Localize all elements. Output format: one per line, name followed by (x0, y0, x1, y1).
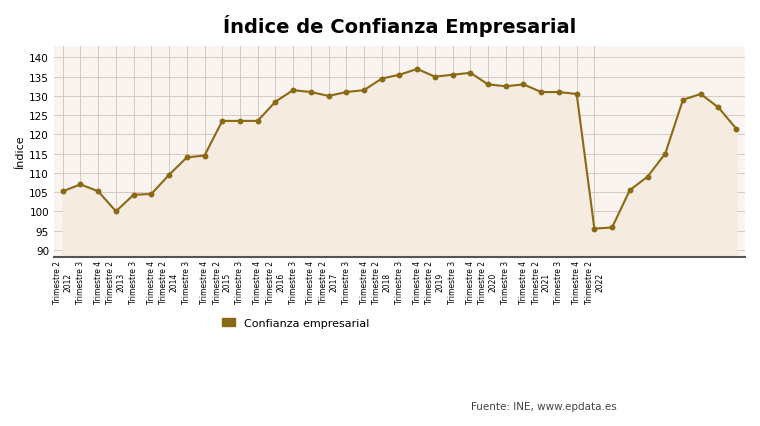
Point (305, 89, 317, 96)
Point (340, 89, 353, 96)
Text: Fuente: INE, www.epdata.es: Fuente: INE, www.epdata.es (471, 401, 617, 411)
Point (553, 89, 565, 96)
Point (659, 151, 671, 158)
Point (429, 74, 441, 81)
Point (464, 70, 477, 77)
Point (730, 126, 743, 132)
Point (447, 72, 459, 79)
Point (128, 192, 140, 199)
Point (181, 155, 193, 161)
Point (74, 181, 87, 188)
Point (163, 172, 175, 179)
Point (57, 188, 69, 195)
Point (695, 91, 707, 98)
Point (535, 89, 547, 96)
Point (499, 83, 511, 90)
Point (712, 105, 724, 112)
Point (394, 72, 406, 79)
Point (252, 118, 264, 125)
Legend: Confianza empresarial: Confianza empresarial (217, 314, 374, 333)
Point (198, 153, 211, 160)
Title: Índice de Confianza Empresarial: Índice de Confianza Empresarial (223, 15, 576, 37)
Point (677, 97, 689, 104)
Point (234, 118, 246, 125)
Point (624, 187, 636, 194)
Point (588, 226, 600, 233)
Y-axis label: Índice: Índice (15, 135, 25, 169)
Point (287, 87, 299, 94)
Point (518, 82, 530, 89)
Point (375, 76, 388, 83)
Point (269, 99, 281, 106)
Point (358, 87, 370, 94)
Point (411, 66, 423, 73)
Point (482, 82, 494, 89)
Point (571, 91, 583, 98)
Point (145, 191, 157, 198)
Point (110, 208, 122, 215)
Point (92, 188, 104, 195)
Point (322, 93, 334, 100)
Point (641, 174, 654, 181)
Point (606, 225, 618, 231)
Point (216, 118, 228, 125)
